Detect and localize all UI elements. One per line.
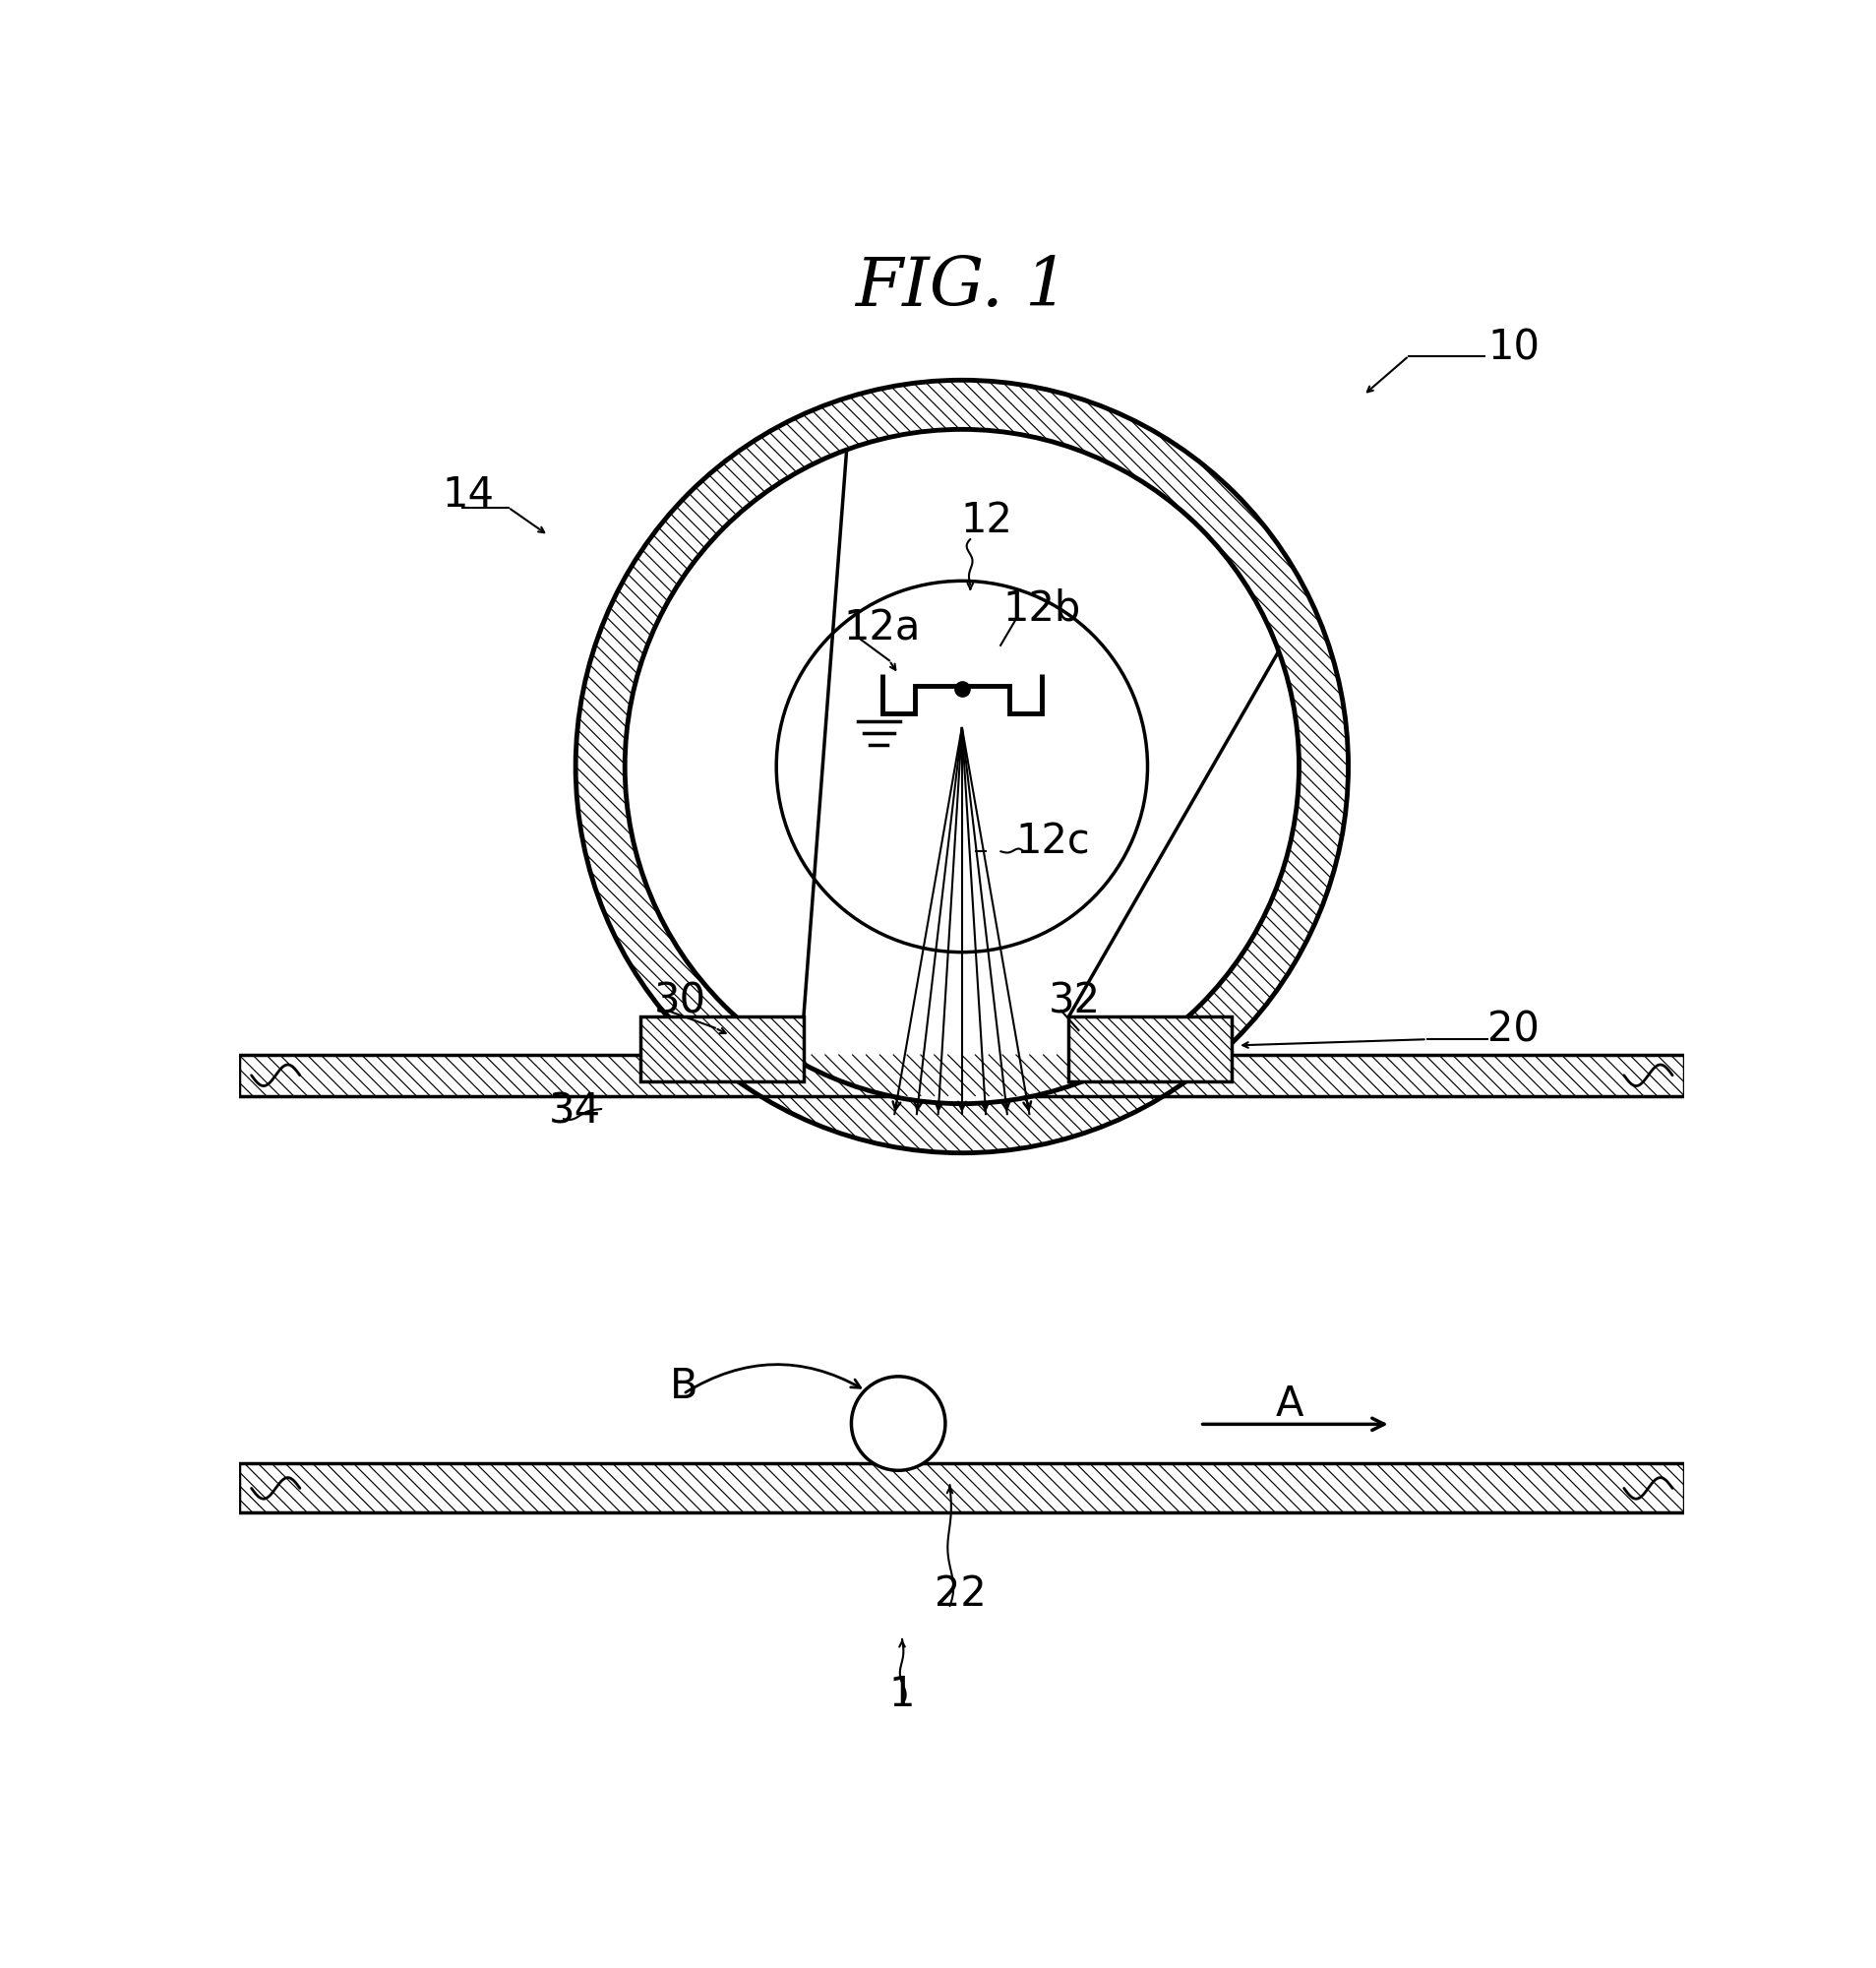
- Circle shape: [625, 429, 1298, 1104]
- Text: 12c: 12c: [1015, 823, 1090, 862]
- Circle shape: [576, 380, 1347, 1153]
- Text: 20: 20: [1488, 1010, 1538, 1051]
- Text: 1: 1: [889, 1675, 915, 1716]
- Bar: [1067, 1017, 1231, 1080]
- Text: B: B: [670, 1366, 698, 1407]
- Bar: [240, 1055, 1685, 1096]
- Text: FIG. 1: FIG. 1: [855, 254, 1067, 321]
- Text: 12: 12: [961, 500, 1011, 541]
- Text: 32: 32: [1049, 980, 1099, 1021]
- Circle shape: [852, 1376, 946, 1470]
- Text: 22: 22: [934, 1572, 987, 1614]
- Circle shape: [777, 581, 1146, 953]
- Text: 14: 14: [443, 474, 493, 516]
- Text: 34: 34: [548, 1090, 600, 1132]
- Text: 12a: 12a: [844, 608, 921, 649]
- Bar: [240, 1464, 1685, 1513]
- Text: A: A: [1276, 1384, 1304, 1425]
- Text: 12b: 12b: [1002, 588, 1081, 630]
- Text: 10: 10: [1488, 327, 1538, 368]
- Text: 30: 30: [655, 980, 705, 1021]
- Bar: [640, 1017, 803, 1080]
